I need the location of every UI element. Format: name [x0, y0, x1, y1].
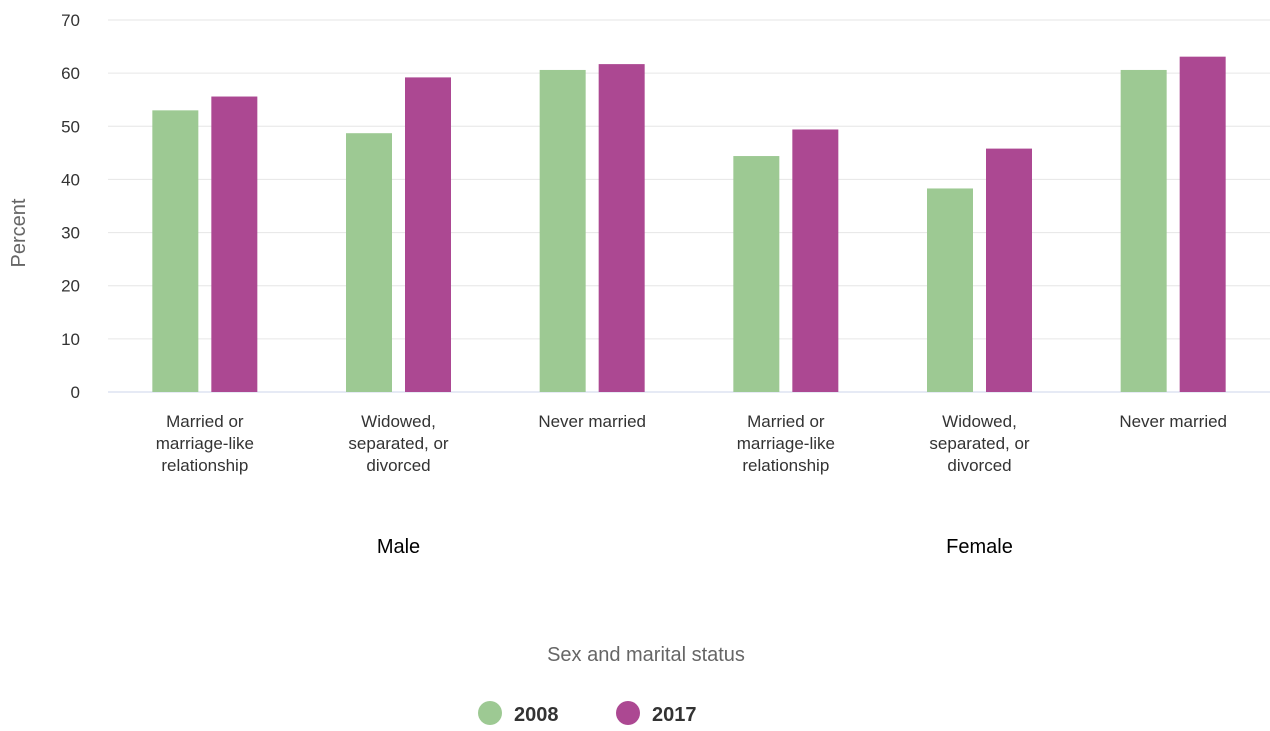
- x-category-label: Never married: [538, 412, 646, 431]
- y-tick-label: 70: [61, 11, 80, 30]
- x-category-label: Never married: [1119, 412, 1227, 431]
- legend-label: 2008: [514, 704, 559, 726]
- bar-2017[interactable]: [986, 148, 1032, 392]
- y-tick-label: 30: [61, 224, 80, 243]
- bar-2008[interactable]: [733, 156, 780, 392]
- bar-2017[interactable]: [792, 129, 839, 392]
- legend-marker: [478, 701, 502, 725]
- labels: 0 10 20 30 40 50 60 70 Married or marriage-like re…: [61, 11, 1227, 558]
- legend-item-2017[interactable]: 2017: [616, 701, 697, 726]
- y-tick-label: 50: [61, 117, 80, 136]
- x-category-label: Widowed, separated, or divorced: [929, 412, 1030, 475]
- x-category-label: Married or marriage-like relationship: [737, 412, 835, 475]
- y-axis-title: Percent: [8, 198, 30, 267]
- bar-2017[interactable]: [598, 64, 645, 392]
- x-category-label: Widowed, separated, or divorced: [348, 412, 449, 475]
- gridlines: [108, 19, 1270, 393]
- bar-2008[interactable]: [346, 133, 392, 393]
- bar-2017[interactable]: [1179, 56, 1226, 392]
- legend[interactable]: 2008 2017: [478, 701, 697, 726]
- legend-item-2008[interactable]: 2008: [478, 701, 559, 726]
- y-tick-label: 60: [61, 64, 80, 83]
- x-category-label: Married or marriage-like relationship: [156, 412, 254, 475]
- bar-2008[interactable]: [539, 69, 586, 392]
- bar-2008[interactable]: [152, 110, 199, 392]
- y-tick-label: 10: [61, 330, 80, 349]
- bar-2008[interactable]: [927, 188, 973, 392]
- bar-2017[interactable]: [405, 77, 451, 392]
- legend-marker: [616, 701, 640, 725]
- x-axis-title: Sex and marital status: [547, 644, 745, 666]
- bars: [152, 56, 1226, 393]
- legend-label: 2017: [652, 704, 697, 726]
- bar-2008[interactable]: [1120, 69, 1167, 392]
- y-tick-label: 0: [71, 383, 80, 402]
- group-label-male: Male: [377, 536, 420, 558]
- group-label-female: Female: [946, 536, 1013, 558]
- bar-2017[interactable]: [211, 96, 258, 393]
- y-tick-label: 40: [61, 170, 80, 189]
- y-tick-label: 20: [61, 277, 80, 296]
